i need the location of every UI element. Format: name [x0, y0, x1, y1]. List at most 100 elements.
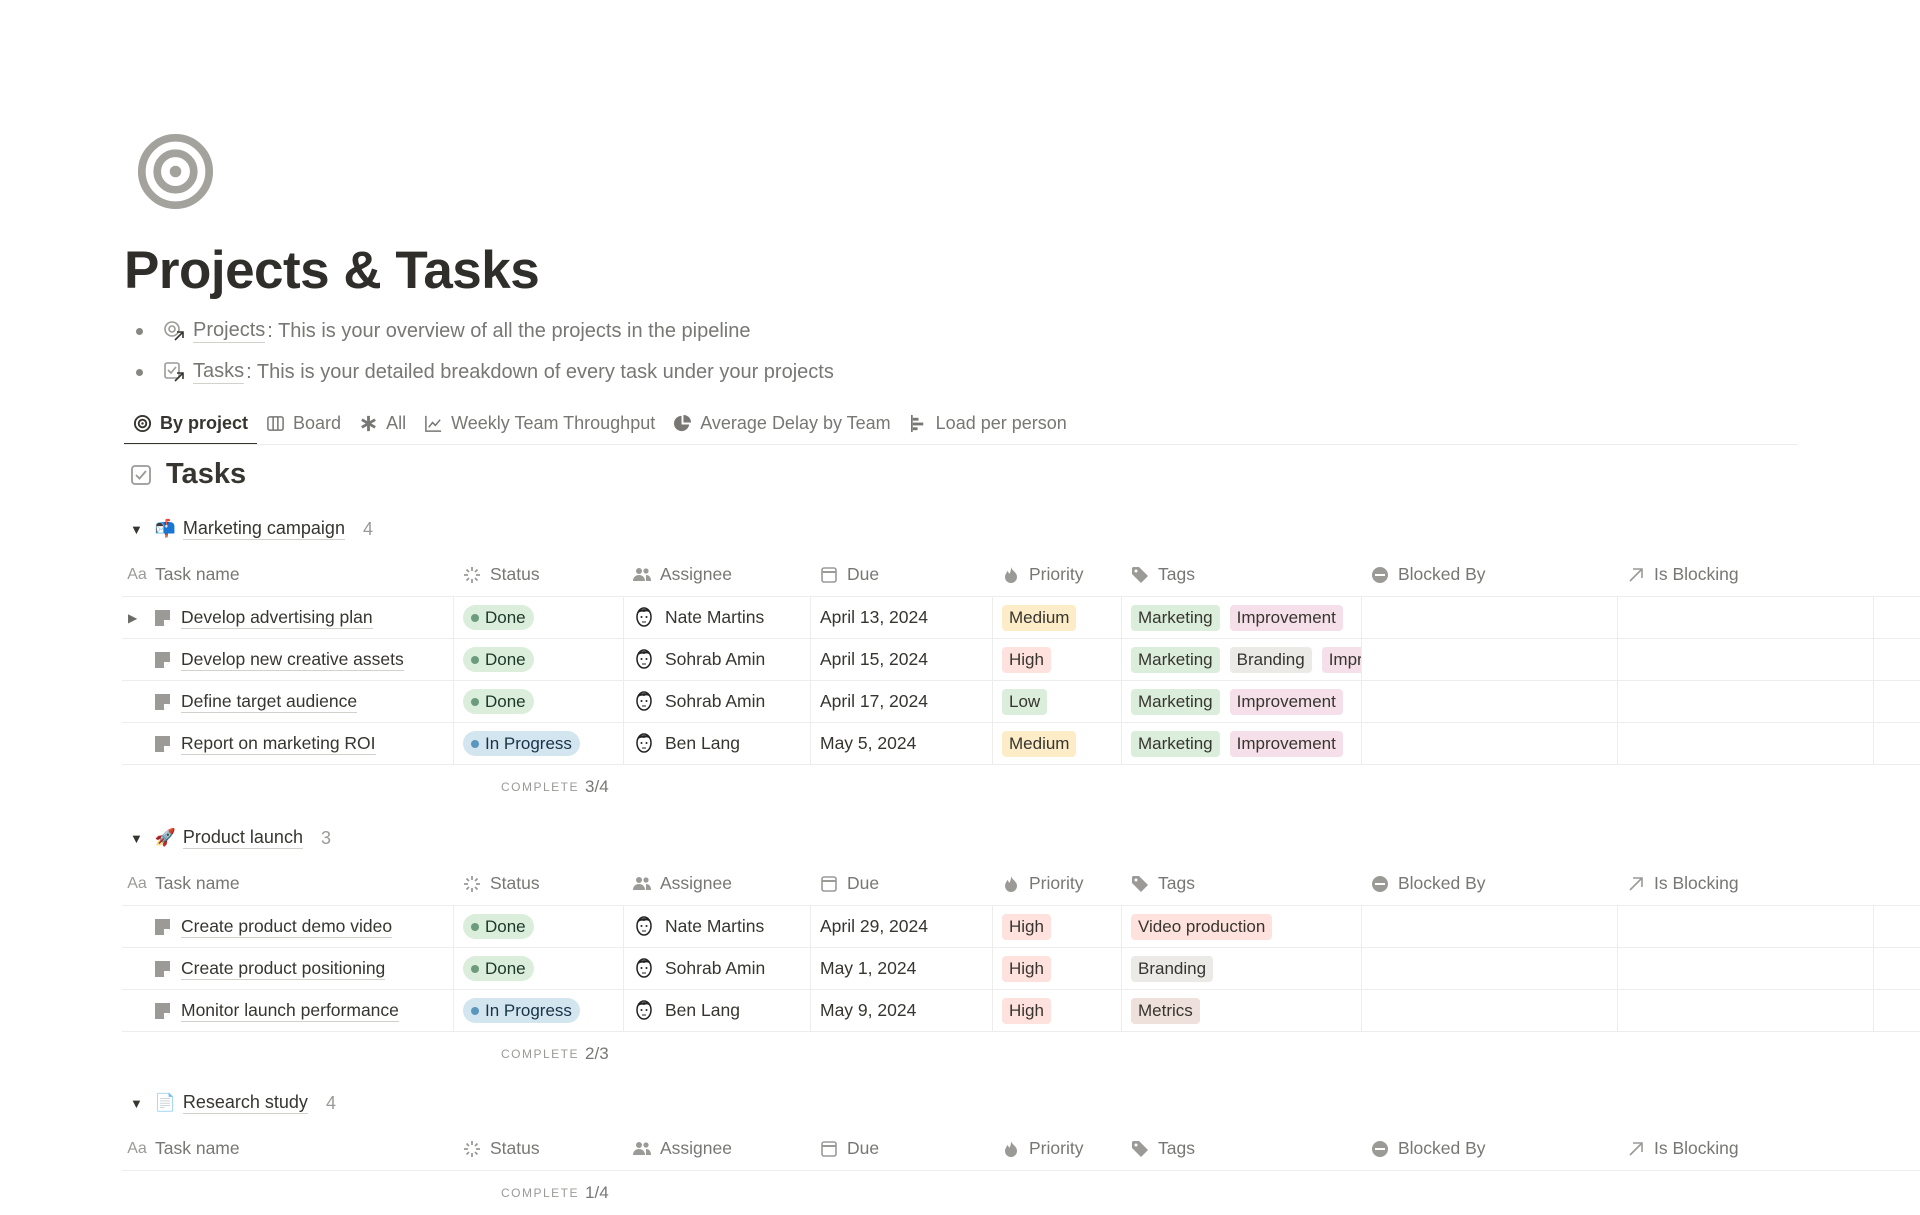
task-name[interactable]: Create product positioning: [181, 957, 386, 980]
tab-by-project[interactable]: By project: [124, 402, 258, 445]
blocked-by-cell[interactable]: [1362, 639, 1618, 680]
tab-weekly-team-throughput[interactable]: Weekly Team Throughput: [415, 402, 664, 444]
is-blocking-cell[interactable]: [1618, 906, 1874, 947]
tags-cell[interactable]: Video production: [1122, 906, 1362, 947]
is-blocking-cell[interactable]: [1618, 990, 1874, 1031]
tags-cell[interactable]: Marketing Improvement: [1122, 681, 1362, 722]
assignee-cell[interactable]: Nate Martins: [624, 597, 811, 638]
due-cell[interactable]: May 1, 2024: [811, 948, 993, 989]
blocked-by-cell[interactable]: [1362, 906, 1618, 947]
blocked-by-cell[interactable]: [1362, 990, 1618, 1031]
priority-cell[interactable]: High: [993, 948, 1122, 989]
task-name-cell[interactable]: Define target audience: [122, 681, 454, 722]
task-name-cell[interactable]: Create product positioning: [122, 948, 454, 989]
status-cell[interactable]: In Progress: [454, 990, 624, 1031]
is-blocking-cell[interactable]: [1618, 639, 1874, 680]
assignee-cell[interactable]: Sohrab Amin: [624, 948, 811, 989]
column-header[interactable]: Blocked By: [1362, 553, 1618, 596]
is-blocking-cell[interactable]: [1618, 681, 1874, 722]
is-blocking-cell[interactable]: [1618, 597, 1874, 638]
group-header[interactable]: ▼ 📬 Marketing campaign 4: [122, 511, 1920, 547]
tab-average-delay-by-team[interactable]: Average Delay by Team: [664, 402, 899, 444]
task-name-cell[interactable]: ▶ Develop advertising plan: [122, 597, 454, 638]
due-cell[interactable]: April 17, 2024: [811, 681, 993, 722]
priority-cell[interactable]: High: [993, 990, 1122, 1031]
column-header[interactable]: Tags: [1122, 862, 1362, 905]
group-name[interactable]: Product launch: [182, 827, 303, 849]
group-name[interactable]: Research study: [182, 1092, 308, 1114]
table-row[interactable]: Develop new creative assets Done Sohrab Am…: [122, 639, 1920, 681]
column-header[interactable]: Status: [454, 553, 624, 596]
tags-cell[interactable]: Metrics: [1122, 990, 1362, 1031]
column-header[interactable]: Tags: [1122, 553, 1362, 596]
column-header[interactable]: Aa Task name: [122, 1127, 454, 1170]
task-name[interactable]: Define target audience: [181, 690, 358, 713]
table-row[interactable]: Define target audience Done Sohrab Amin Apr…: [122, 681, 1920, 723]
table-row[interactable]: Report on marketing ROI In Progress Ben La…: [122, 723, 1920, 765]
tags-cell[interactable]: Marketing Branding Improvement: [1122, 639, 1362, 680]
status-cell[interactable]: Done: [454, 639, 624, 680]
collapse-triangle-icon[interactable]: ▼: [130, 830, 143, 846]
is-blocking-cell[interactable]: [1618, 723, 1874, 764]
column-header[interactable]: Tags: [1122, 1127, 1362, 1170]
column-header[interactable]: Due: [811, 1127, 993, 1170]
blocked-by-cell[interactable]: [1362, 681, 1618, 722]
status-cell[interactable]: Done: [454, 681, 624, 722]
column-header[interactable]: Is Blocking: [1618, 862, 1874, 905]
column-header[interactable]: Assignee: [624, 862, 811, 905]
due-cell[interactable]: April 15, 2024: [811, 639, 993, 680]
column-header[interactable]: Priority: [993, 1127, 1122, 1170]
assignee-cell[interactable]: Ben Lang: [624, 990, 811, 1031]
status-cell[interactable]: Done: [454, 597, 624, 638]
task-name-cell[interactable]: Monitor launch performance: [122, 990, 454, 1031]
column-header[interactable]: Assignee: [624, 1127, 811, 1170]
collapse-triangle-icon[interactable]: ▼: [130, 521, 143, 537]
status-cell[interactable]: In Progress: [454, 723, 624, 764]
tab-load-per-person[interactable]: Load per person: [900, 402, 1076, 444]
priority-cell[interactable]: Low: [993, 681, 1122, 722]
column-header[interactable]: Priority: [993, 553, 1122, 596]
table-row[interactable]: Monitor launch performance In Progress Ben…: [122, 990, 1920, 1032]
assignee-cell[interactable]: Nate Martins: [624, 906, 811, 947]
task-name-cell[interactable]: Report on marketing ROI: [122, 723, 454, 764]
blocked-by-cell[interactable]: [1362, 948, 1618, 989]
tags-cell[interactable]: Marketing Improvement: [1122, 597, 1362, 638]
is-blocking-cell[interactable]: [1618, 948, 1874, 989]
column-header[interactable]: Assignee: [624, 553, 811, 596]
due-cell[interactable]: April 29, 2024: [811, 906, 993, 947]
column-header[interactable]: Due: [811, 553, 993, 596]
tasks-link[interactable]: Tasks: [193, 360, 245, 384]
complete-summary[interactable]: COMPLETE 2/3: [122, 1032, 1920, 1076]
priority-cell[interactable]: Medium: [993, 597, 1122, 638]
status-cell[interactable]: Done: [454, 948, 624, 989]
collapse-triangle-icon[interactable]: ▼: [130, 1095, 143, 1111]
column-header[interactable]: Aa Task name: [122, 553, 454, 596]
assignee-cell[interactable]: Sohrab Amin: [624, 639, 811, 680]
column-header[interactable]: Blocked By: [1362, 862, 1618, 905]
priority-cell[interactable]: High: [993, 639, 1122, 680]
table-row[interactable]: Create product demo video Done Nate Martin…: [122, 906, 1920, 948]
table-row[interactable]: ▶ Develop advertising plan Done Nate Martin…: [122, 597, 1920, 639]
task-name[interactable]: Develop new creative assets: [181, 648, 404, 671]
assignee-cell[interactable]: Sohrab Amin: [624, 681, 811, 722]
blocked-by-cell[interactable]: [1362, 723, 1618, 764]
due-cell[interactable]: April 13, 2024: [811, 597, 993, 638]
priority-cell[interactable]: High: [993, 906, 1122, 947]
tags-cell[interactable]: Branding: [1122, 948, 1362, 989]
projects-link[interactable]: Projects: [193, 319, 266, 343]
complete-summary[interactable]: COMPLETE 3/4: [122, 765, 1920, 809]
task-name[interactable]: Monitor launch performance: [181, 999, 399, 1022]
column-header[interactable]: Status: [454, 862, 624, 905]
blocked-by-cell[interactable]: [1362, 597, 1618, 638]
group-name[interactable]: Marketing campaign: [182, 518, 345, 540]
due-cell[interactable]: May 9, 2024: [811, 990, 993, 1031]
group-header[interactable]: ▼ 🚀 Product launch 3: [122, 820, 1920, 856]
column-header[interactable]: Is Blocking: [1618, 553, 1874, 596]
task-name-cell[interactable]: Create product demo video: [122, 906, 454, 947]
task-name-cell[interactable]: Develop new creative assets: [122, 639, 454, 680]
table-row[interactable]: Create product positioning Done Sohrab Ami…: [122, 948, 1920, 990]
assignee-cell[interactable]: Ben Lang: [624, 723, 811, 764]
database-title[interactable]: Tasks: [130, 458, 246, 491]
group-header[interactable]: ▼ 📄 Research study 4: [122, 1085, 1920, 1121]
complete-summary[interactable]: COMPLETE 1/4: [122, 1171, 1920, 1215]
